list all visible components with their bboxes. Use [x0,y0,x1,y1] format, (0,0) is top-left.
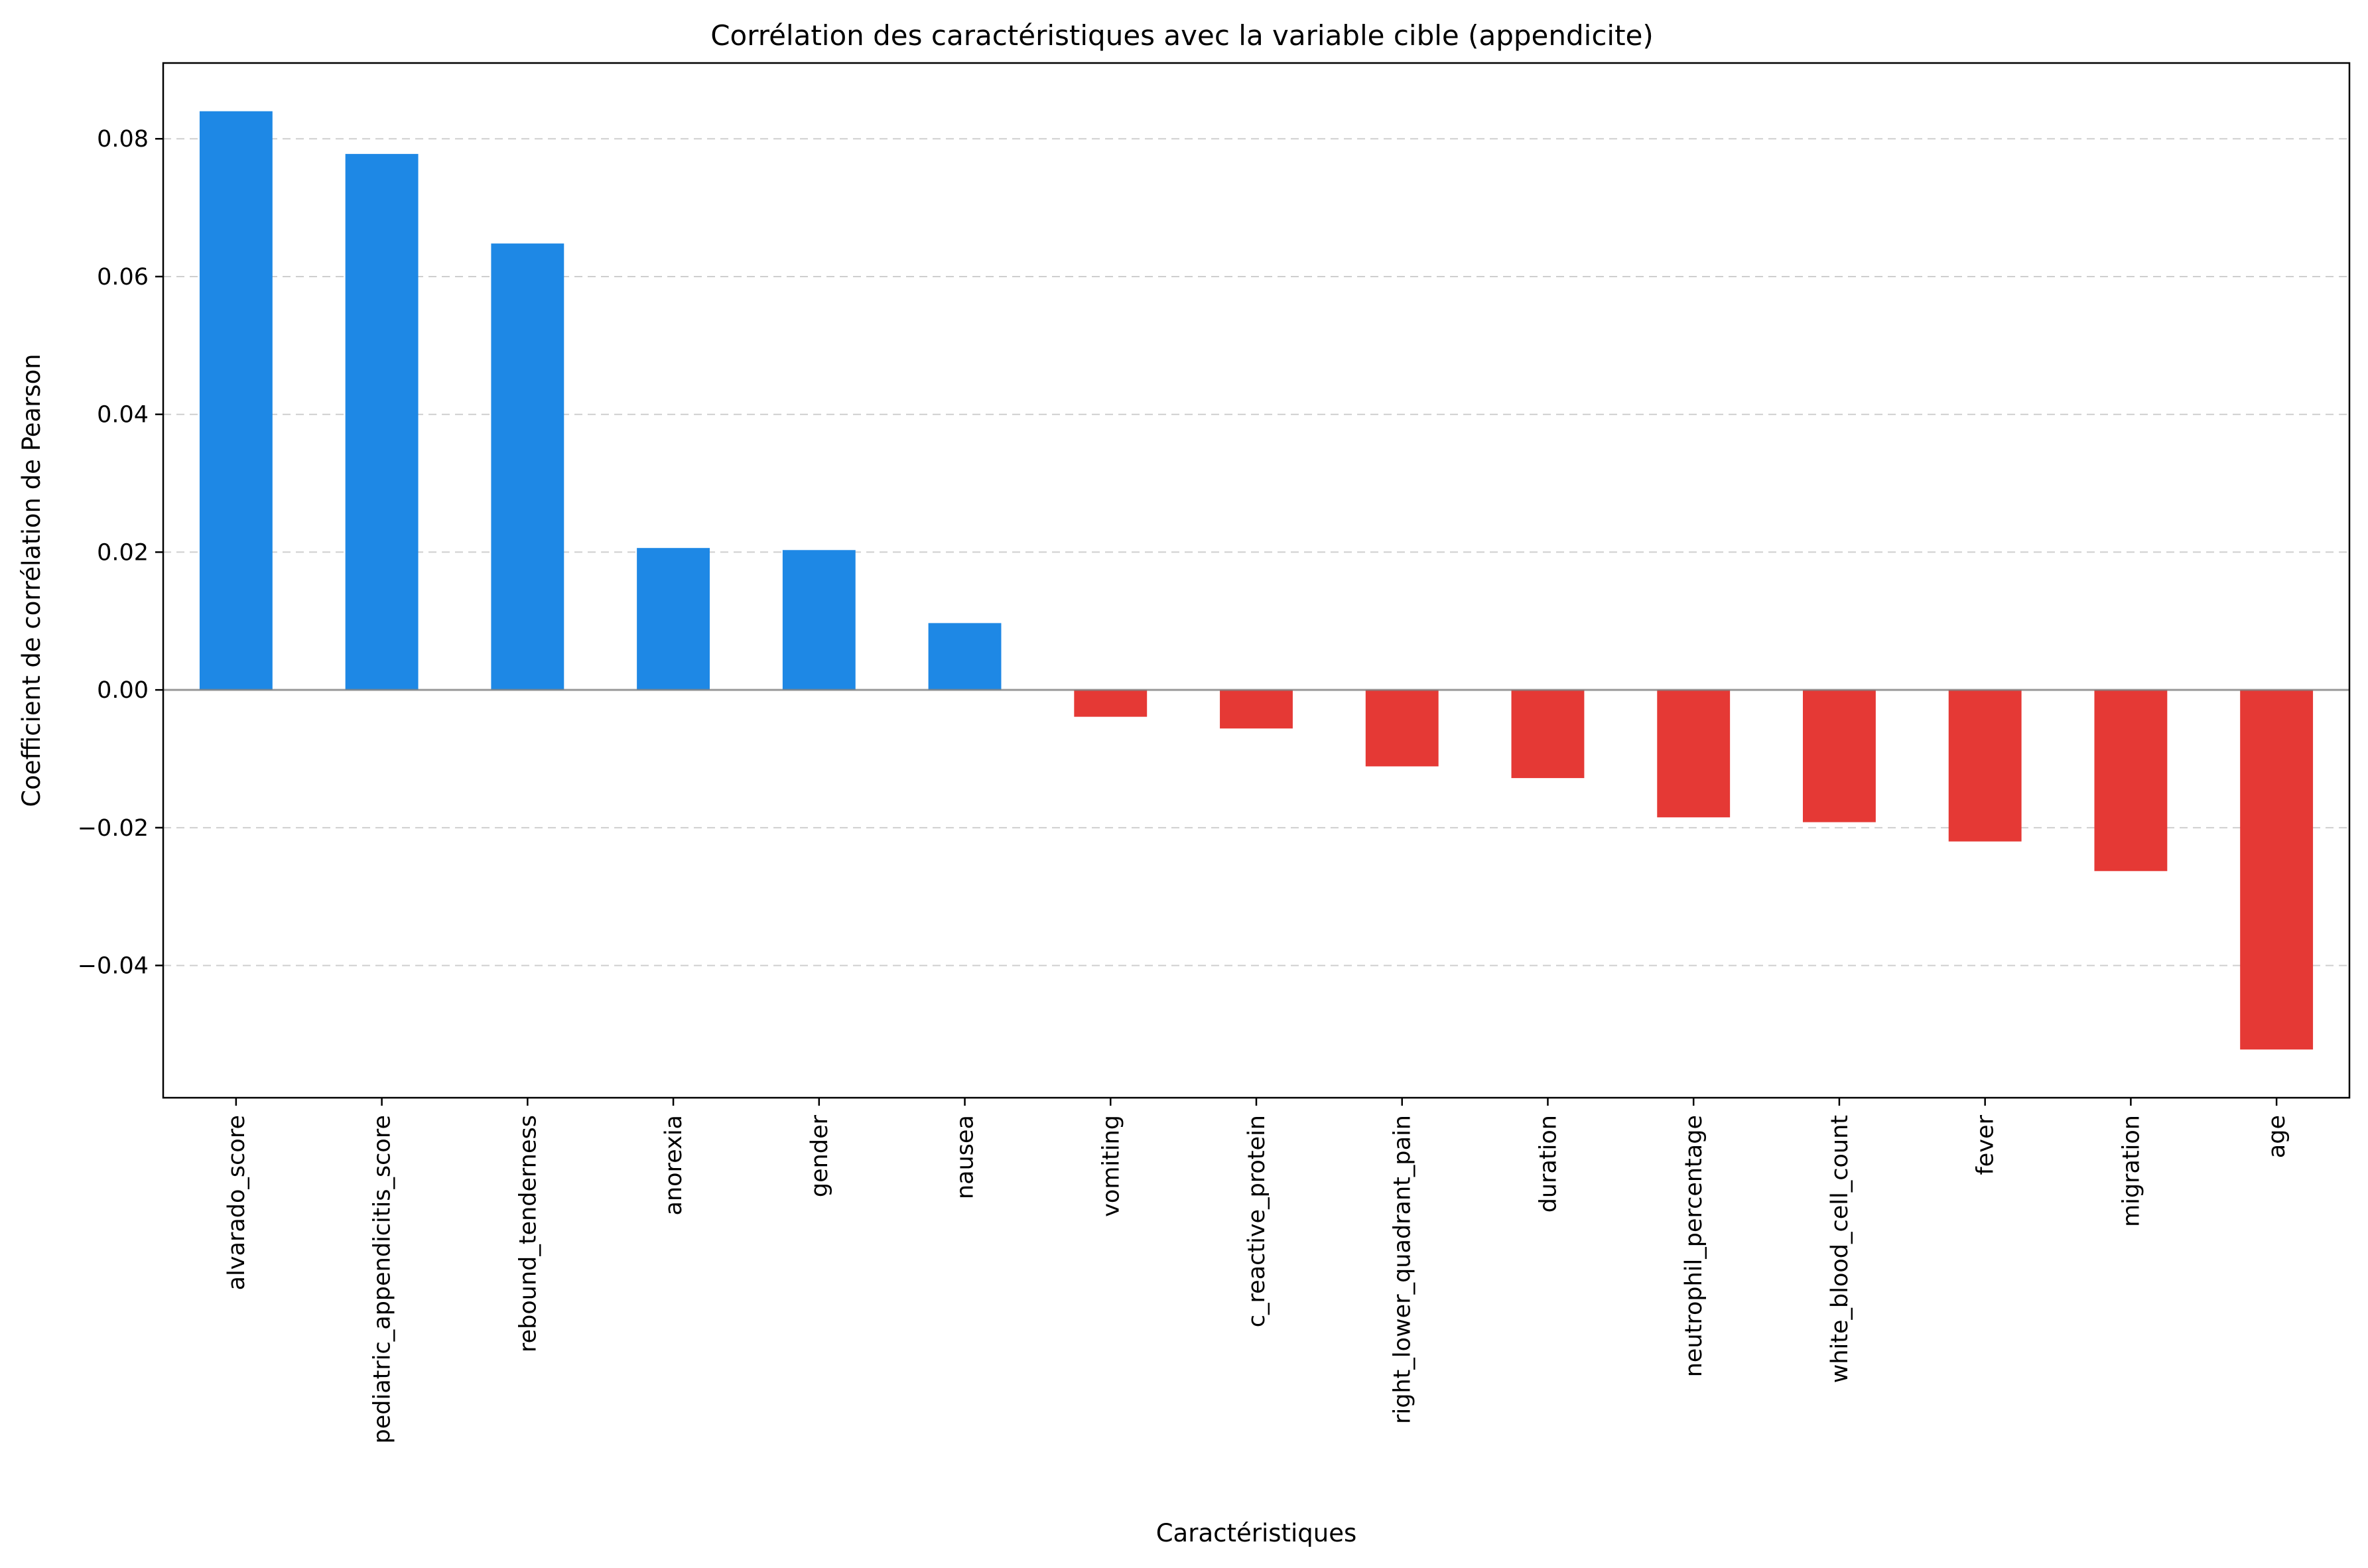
bar-rebound_tenderness [491,243,564,690]
bar-fever [1948,690,2022,842]
y-axis-ticks: −0.04 −0.02 0.00 0.02 0.04 0.06 0.08 [78,126,163,980]
chart-title: Corrélation des caractéristiques avec la… [710,19,1654,52]
x-tick-label: migration [2118,1115,2144,1227]
bar-vomiting [1074,690,1148,717]
bar-age [2240,690,2314,1050]
y-tick-label: 0.08 [97,126,149,153]
x-tick-label: nausea [953,1115,979,1199]
x-tick-label: fever [1973,1114,1999,1175]
bar-nausea [928,623,1002,690]
x-axis-label: Caractéristiques [1156,1519,1357,1547]
x-tick-label: right_lower_quadrant_pain [1390,1115,1416,1424]
bar-alvarado_score [199,111,273,690]
y-tick-label: 0.06 [97,264,149,291]
y-axis-label: Coefficient de corrélation de Pearson [17,354,46,807]
bar-duration [1511,690,1585,779]
x-tick-label: white_blood_cell_count [1827,1115,1853,1383]
x-tick-label: pediatric_appendicitis_score [369,1115,396,1443]
bar-neutrophil_percentage [1657,690,1731,818]
y-tick-label: −0.02 [78,815,149,842]
x-tick-label: rebound_tenderness [515,1115,541,1352]
bar-gender [782,550,856,690]
y-tick-label: −0.04 [78,953,149,980]
x-tick-label: age [2264,1115,2290,1158]
x-tick-label: duration [1535,1115,1561,1212]
x-tick-label: vomiting [1098,1115,1124,1217]
x-tick-label: neutrophil_percentage [1681,1115,1707,1377]
y-tick-label: 0.04 [97,402,149,428]
y-tick-label: 0.00 [97,677,149,704]
x-tick-label: gender [807,1114,833,1197]
x-tick-label: anorexia [661,1115,687,1215]
bar-anorexia [637,548,710,690]
x-tick-label: alvarado_score [224,1115,250,1290]
bar-c_reactive_protein [1220,690,1293,729]
bars [199,111,2314,1050]
x-axis-ticks: alvarado_score pediatric_appendicitis_sco… [224,1098,2290,1443]
x-tick-label: c_reactive_protein [1244,1115,1270,1327]
y-tick-label: 0.02 [97,539,149,566]
bar-white_blood_cell_count [1803,690,1876,822]
bar-right_lower_quadrant_pain [1365,690,1439,767]
bar-pediatric_appendicitis_score [345,154,419,690]
bar-migration [2094,690,2168,872]
